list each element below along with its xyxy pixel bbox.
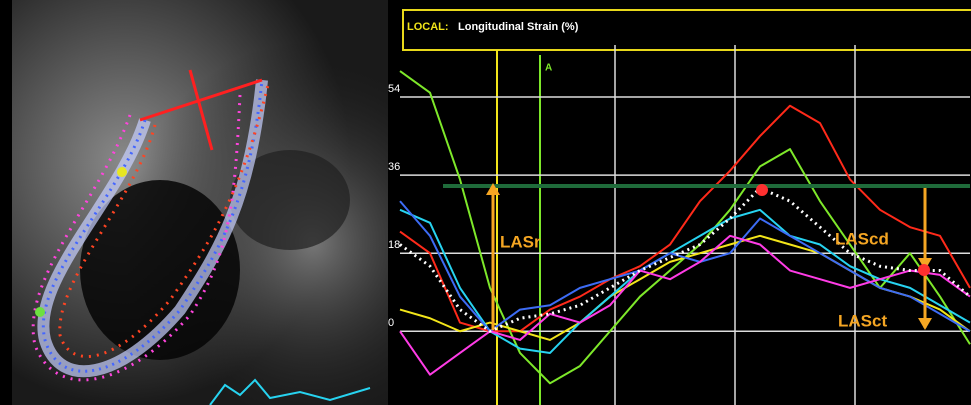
chart-title: Longitudinal Strain (%) xyxy=(458,21,579,33)
annotation: LAScd xyxy=(835,229,889,248)
point-marker xyxy=(918,264,930,276)
plot-panel xyxy=(388,0,971,405)
screen: LOCAL: Longitudinal Strain (%) A 0 18 36 54 L… xyxy=(0,0,971,405)
y-tick-label: 54 xyxy=(388,83,400,95)
annotation: LASr xyxy=(500,232,541,251)
point-marker xyxy=(756,184,768,196)
y-tick-label: 0 xyxy=(388,317,394,329)
panel-label: LOCAL: xyxy=(407,21,449,33)
y-tick-label: 36 xyxy=(388,161,400,173)
event-label: A xyxy=(545,63,552,74)
annotation: LASct xyxy=(838,311,887,330)
ultrasound-image xyxy=(12,0,388,405)
y-tick-label: 18 xyxy=(388,239,400,251)
